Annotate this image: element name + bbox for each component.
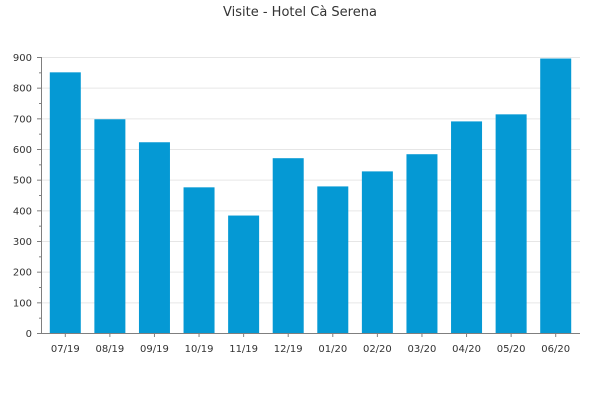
bars: [49, 58, 572, 334]
bar: [451, 121, 483, 334]
y-tick-label: 200: [13, 268, 32, 279]
x-tick-label: 09/19: [140, 344, 169, 355]
bar: [317, 186, 349, 333]
bar: [138, 142, 170, 333]
y-tick-label: 0: [26, 329, 32, 340]
bar: [495, 114, 527, 333]
x-tick-label: 10/19: [185, 344, 214, 355]
bar: [49, 72, 81, 333]
bar: [406, 154, 438, 333]
axes: [37, 57, 580, 337]
x-tick-label: 05/20: [497, 344, 526, 355]
x-tick-label: 12/19: [274, 344, 303, 355]
chart-title: Visite - Hotel Cà Serena: [223, 5, 377, 20]
x-tick-label: 01/20: [318, 344, 347, 355]
y-tick-label: 100: [13, 298, 32, 309]
x-tick-label: 02/20: [363, 344, 392, 355]
bar: [94, 119, 126, 334]
y-tick-label: 800: [13, 84, 32, 95]
bar: [272, 158, 304, 333]
x-tick-label: 08/19: [95, 344, 124, 355]
grid-lines: [41, 57, 580, 304]
x-tick-label: 03/20: [408, 344, 437, 355]
bar: [361, 171, 393, 333]
y-tick-label: 900: [13, 53, 32, 64]
tick-labels: 0 100 200 300 400 500 600 700 800 900 07/19 08/19 09…: [13, 53, 570, 355]
bar: [228, 215, 260, 333]
y-tick-label: 300: [13, 237, 32, 248]
y-tick-label: 400: [13, 206, 32, 217]
x-tick-label: 06/20: [541, 344, 570, 355]
y-tick-label: 500: [13, 176, 32, 187]
x-tick-label: 11/19: [229, 344, 258, 355]
y-tick-label: 600: [13, 145, 32, 156]
x-tick-label: 07/19: [51, 344, 80, 355]
bar: [540, 58, 572, 334]
bar: [183, 187, 215, 333]
y-tick-label: 700: [13, 114, 32, 125]
x-tick-label: 04/20: [452, 344, 481, 355]
